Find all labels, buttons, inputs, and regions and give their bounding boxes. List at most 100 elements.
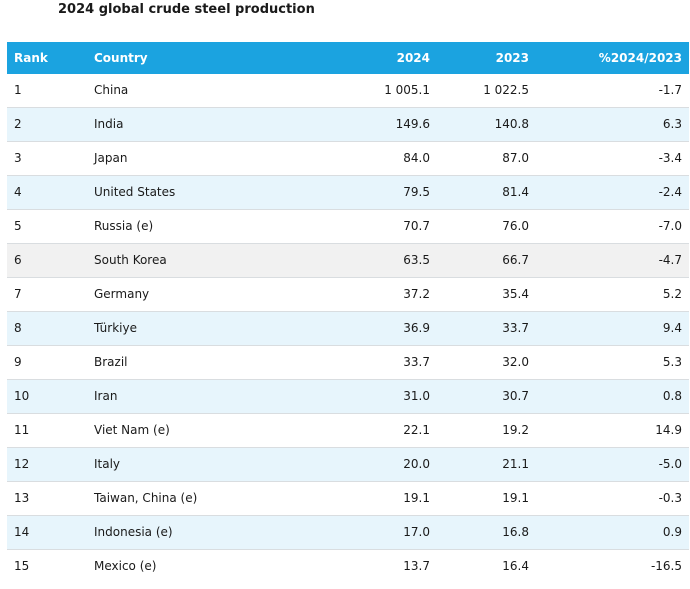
header-country[interactable]: Country [94, 42, 294, 74]
cell-rank: 3 [7, 141, 94, 176]
cell-2024: 37.2 [294, 277, 430, 312]
cell-rank: 13 [7, 481, 94, 516]
cell-rank: 1 [7, 74, 94, 108]
cell-2024: 84.0 [294, 141, 430, 176]
cell-rank: 7 [7, 277, 94, 312]
cell-2023: 30.7 [430, 379, 529, 414]
cell-2023: 21.1 [430, 447, 529, 482]
cell-rank: 2 [7, 107, 94, 142]
table-row: 15 Mexico (e) 13.7 16.4 -16.5 [7, 549, 689, 583]
table-row: 10 Iran 31.0 30.7 0.8 [7, 379, 689, 414]
cell-country: China [94, 74, 294, 108]
cell-country: Viet Nam (e) [94, 413, 294, 448]
cell-country: Türkiye [94, 311, 294, 346]
cell-rank: 5 [7, 209, 94, 244]
table-row: 3 Japan 84.0 87.0 -3.4 [7, 141, 689, 176]
cell-2024: 63.5 [294, 243, 430, 278]
cell-2024: 149.6 [294, 107, 430, 142]
cell-rank: 14 [7, 515, 94, 550]
cell-pct-change: 5.2 [529, 277, 689, 312]
cell-2024: 13.7 [294, 549, 430, 583]
cell-pct-change: -7.0 [529, 209, 689, 244]
table-row: 6 South Korea 63.5 66.7 -4.7 [7, 243, 689, 278]
cell-pct-change: -16.5 [529, 549, 689, 583]
cell-country: Taiwan, China (e) [94, 481, 294, 516]
cell-pct-change: 14.9 [529, 413, 689, 448]
header-2023[interactable]: 2023 [430, 42, 529, 74]
cell-2023: 81.4 [430, 175, 529, 210]
cell-2024: 70.7 [294, 209, 430, 244]
cell-country: Russia (e) [94, 209, 294, 244]
table-row: 5 Russia (e) 70.7 76.0 -7.0 [7, 209, 689, 244]
cell-2024: 79.5 [294, 175, 430, 210]
cell-rank: 15 [7, 549, 94, 583]
page-title: 2024 global crude steel production [58, 2, 315, 17]
cell-country: South Korea [94, 243, 294, 278]
header-row: Rank Country 2024 2023 %2024/2023 [7, 42, 689, 74]
table-row: 12 Italy 20.0 21.1 -5.0 [7, 447, 689, 482]
table-row: 2 India 149.6 140.8 6.3 [7, 107, 689, 142]
cell-2023: 35.4 [430, 277, 529, 312]
cell-2023: 140.8 [430, 107, 529, 142]
cell-pct-change: 5.3 [529, 345, 689, 380]
cell-2023: 32.0 [430, 345, 529, 380]
header-rank[interactable]: Rank [7, 42, 94, 74]
cell-2023: 16.4 [430, 549, 529, 583]
cell-pct-change: 0.8 [529, 379, 689, 414]
cell-pct-change: -5.0 [529, 447, 689, 482]
table-row: 4 United States 79.5 81.4 -2.4 [7, 175, 689, 210]
cell-country: Mexico (e) [94, 549, 294, 583]
cell-country: United States [94, 175, 294, 210]
cell-2024: 31.0 [294, 379, 430, 414]
cell-pct-change: -0.3 [529, 481, 689, 516]
cell-2024: 20.0 [294, 447, 430, 482]
table-row: 1 China 1 005.1 1 022.5 -1.7 [7, 74, 689, 108]
cell-2023: 66.7 [430, 243, 529, 278]
cell-pct-change: -2.4 [529, 175, 689, 210]
cell-rank: 9 [7, 345, 94, 380]
cell-rank: 6 [7, 243, 94, 278]
cell-rank: 12 [7, 447, 94, 482]
cell-2023: 87.0 [430, 141, 529, 176]
steel-production-table: Rank Country 2024 2023 %2024/2023 1 China… [7, 42, 689, 583]
header-2024[interactable]: 2024 [294, 42, 430, 74]
table-row: 14 Indonesia (e) 17.0 16.8 0.9 [7, 515, 689, 550]
cell-country: Brazil [94, 345, 294, 380]
cell-country: Germany [94, 277, 294, 312]
cell-rank: 10 [7, 379, 94, 414]
cell-2023: 19.1 [430, 481, 529, 516]
cell-pct-change: 9.4 [529, 311, 689, 346]
cell-pct-change: -1.7 [529, 74, 689, 108]
cell-2023: 1 022.5 [430, 74, 529, 108]
table-header: Rank Country 2024 2023 %2024/2023 [7, 42, 689, 74]
cell-pct-change: -3.4 [529, 141, 689, 176]
cell-country: Japan [94, 141, 294, 176]
cell-pct-change: -4.7 [529, 243, 689, 278]
cell-2024: 36.9 [294, 311, 430, 346]
table-row: 8 Türkiye 36.9 33.7 9.4 [7, 311, 689, 346]
cell-pct-change: 6.3 [529, 107, 689, 142]
cell-country: Iran [94, 379, 294, 414]
cell-country: Italy [94, 447, 294, 482]
table-row: 9 Brazil 33.7 32.0 5.3 [7, 345, 689, 380]
cell-2023: 76.0 [430, 209, 529, 244]
cell-rank: 11 [7, 413, 94, 448]
cell-pct-change: 0.9 [529, 515, 689, 550]
cell-rank: 8 [7, 311, 94, 346]
table-body: 1 China 1 005.1 1 022.5 -1.7 2 India 149.6 140.8… [7, 74, 689, 583]
cell-rank: 4 [7, 175, 94, 210]
cell-2024: 33.7 [294, 345, 430, 380]
table-row: 13 Taiwan, China (e) 19.1 19.1 -0.3 [7, 481, 689, 516]
header-pct-change[interactable]: %2024/2023 [529, 42, 689, 74]
cell-2024: 19.1 [294, 481, 430, 516]
table-row: 11 Viet Nam (e) 22.1 19.2 14.9 [7, 413, 689, 448]
cell-2023: 33.7 [430, 311, 529, 346]
cell-country: India [94, 107, 294, 142]
cell-country: Indonesia (e) [94, 515, 294, 550]
cell-2023: 19.2 [430, 413, 529, 448]
cell-2024: 17.0 [294, 515, 430, 550]
table-row: 7 Germany 37.2 35.4 5.2 [7, 277, 689, 312]
cell-2023: 16.8 [430, 515, 529, 550]
cell-2024: 22.1 [294, 413, 430, 448]
cell-2024: 1 005.1 [294, 74, 430, 108]
